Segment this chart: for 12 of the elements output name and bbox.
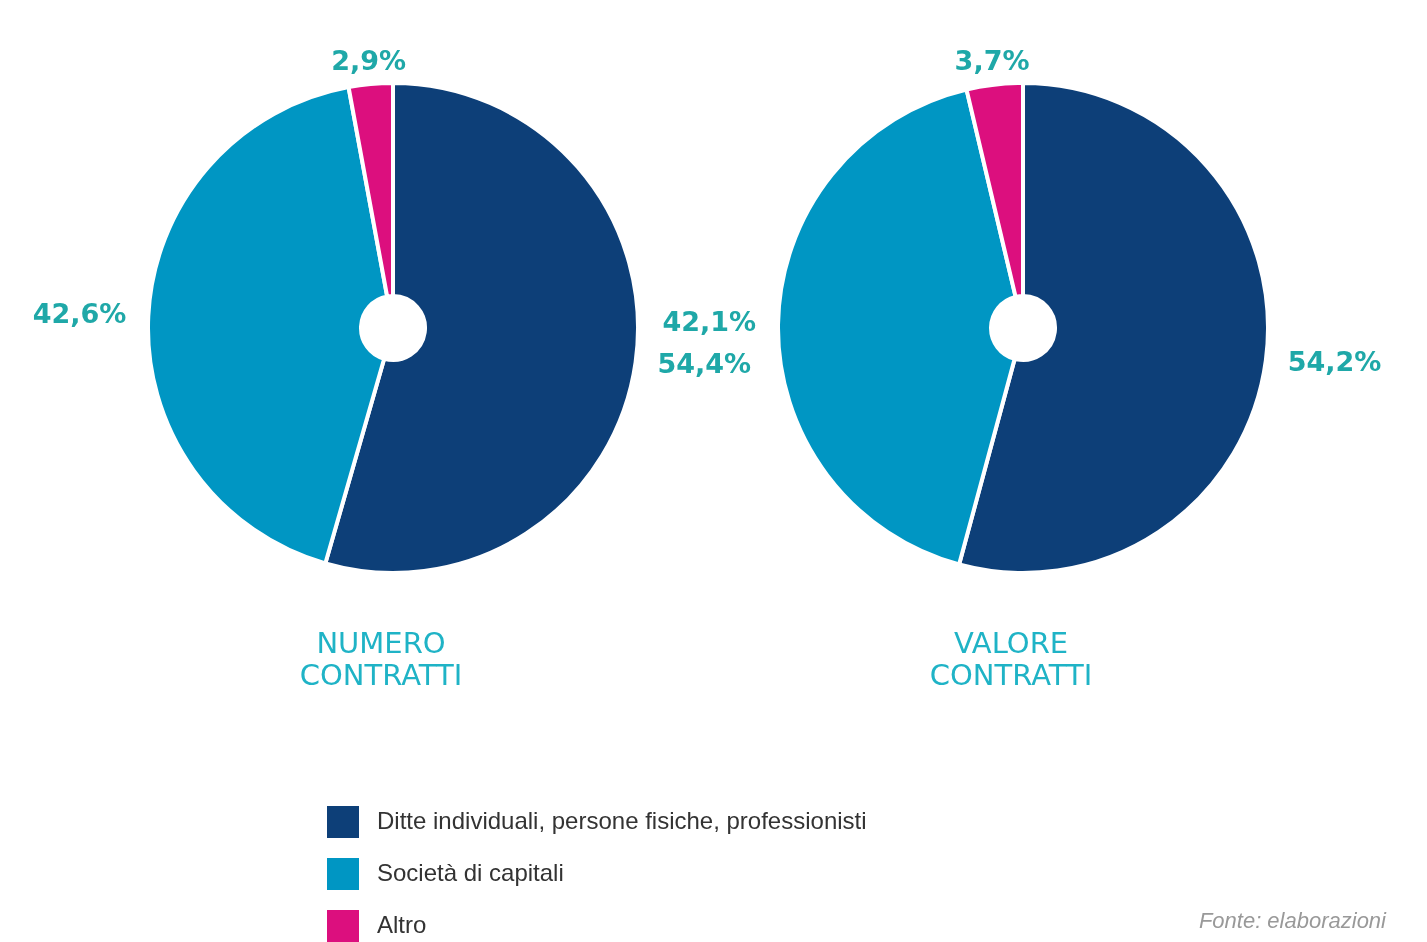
- text: NUMERO CONTRATTI: [299, 626, 463, 692]
- legend-label: Ditte individuali, persone fisiche, professionisti: [377, 807, 867, 835]
- source-note: Fonte: elaborazioni: [1198, 908, 1388, 933]
- data-label: 2,9%: [331, 44, 407, 76]
- data-label: 54,4%: [657, 347, 752, 379]
- legend-label: Società di capitali: [377, 859, 564, 887]
- data-label: 42,6%: [32, 297, 127, 329]
- legend-label: Altro: [377, 911, 427, 939]
- data-label: 3,7%: [954, 45, 1030, 77]
- text: VALORE CONTRATTI: [929, 626, 1093, 692]
- data-label: 54,2%: [1287, 345, 1382, 377]
- data-label: 42,1%: [662, 306, 757, 338]
